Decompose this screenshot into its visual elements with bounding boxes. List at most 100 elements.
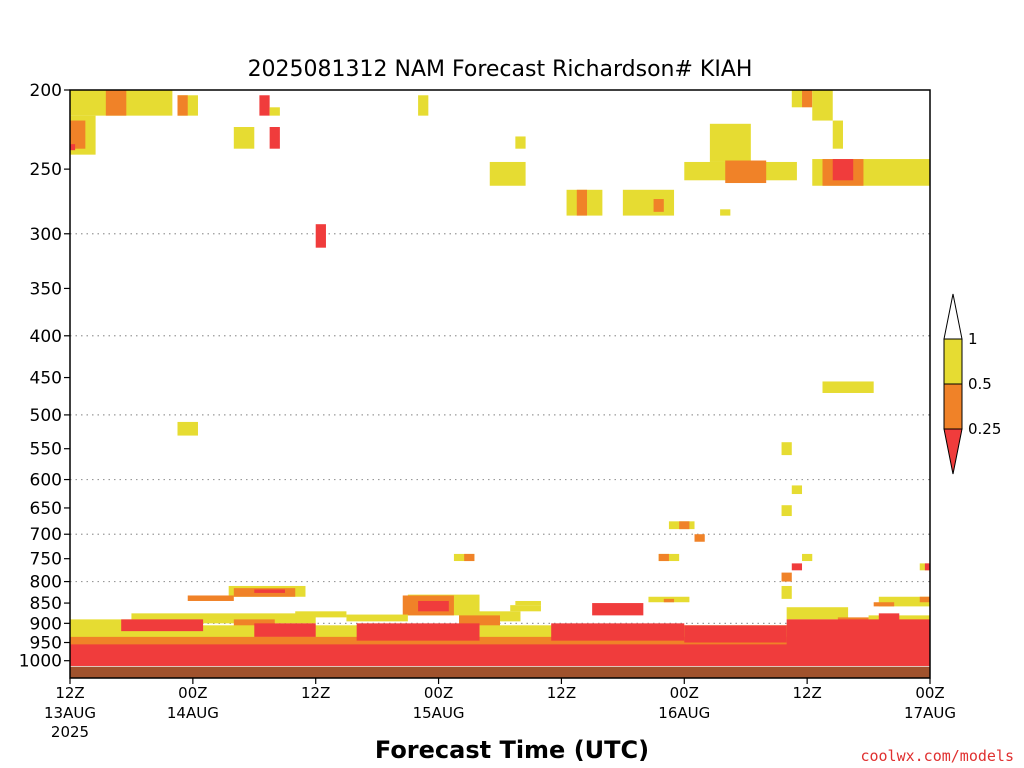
y-tick-label: 650: [30, 499, 62, 519]
y-tick-label: 950: [30, 634, 62, 654]
y-tick-label: 350: [30, 279, 62, 299]
legend-label: 1: [968, 330, 978, 348]
data-cell: [720, 209, 731, 216]
data-cell: [658, 553, 669, 562]
x-tick-label: 12Z: [547, 684, 576, 702]
data-cell: [802, 553, 813, 562]
y-tick-label: 450: [30, 369, 62, 389]
x-tick-date: 16AUG: [658, 704, 710, 722]
y-tick-label: 850: [30, 594, 62, 614]
data-cell: [70, 120, 86, 149]
data-cell: [679, 521, 690, 530]
data-cells: [70, 90, 930, 666]
data-cell: [725, 160, 767, 184]
data-cell: [105, 90, 127, 116]
data-cell: [269, 107, 280, 116]
data-cell: [418, 95, 429, 116]
x-tick-label: 00Z: [670, 684, 699, 702]
data-cell: [622, 189, 675, 216]
data-cell: [694, 534, 705, 542]
x-tick-label: 12Z: [55, 684, 84, 702]
data-cell: [791, 485, 803, 495]
legend-bin-orange: [943, 383, 963, 430]
data-cell: [464, 553, 475, 562]
color-legend: 1 0.5 0.25: [943, 293, 1001, 475]
data-cell: [653, 199, 664, 212]
data-cell: [356, 623, 480, 641]
data-cell: [70, 144, 76, 151]
y-tick-label: 900: [30, 614, 62, 634]
x-tick-label: 00Z: [178, 684, 207, 702]
data-cell: [269, 127, 280, 149]
legend-bin-yellow: [943, 338, 963, 385]
data-cell: [121, 619, 204, 632]
x-tick-label: 12Z: [301, 684, 330, 702]
x-tick-label: 00Z: [915, 684, 944, 702]
y-tick-label: 500: [30, 406, 62, 426]
x-tick-year: 2025: [51, 723, 89, 741]
data-cell: [576, 189, 588, 216]
data-cell: [254, 589, 285, 593]
data-cell: [70, 644, 930, 666]
legend-label: 0.5: [968, 375, 992, 393]
data-cell: [131, 613, 316, 624]
data-cell: [791, 90, 803, 108]
data-cell: [786, 619, 930, 647]
data-cell: [187, 595, 234, 601]
data-cell: [873, 602, 895, 607]
data-cell: [781, 572, 792, 582]
data-cell: [663, 598, 675, 603]
data-cell: [791, 563, 803, 571]
x-tick-date: 17AUG: [904, 704, 956, 722]
data-cell: [346, 614, 408, 622]
y-tick-label: 200: [30, 81, 62, 101]
y-tick-label: 700: [30, 525, 62, 545]
legend-label: 0.25: [968, 420, 1001, 438]
data-cell: [177, 421, 198, 436]
data-cell: [233, 127, 255, 149]
data-cell: [924, 563, 930, 571]
data-cell: [259, 95, 270, 116]
data-cell: [418, 600, 449, 612]
data-cell: [295, 611, 347, 618]
data-cell: [709, 123, 751, 162]
y-tick-label: 550: [30, 440, 62, 460]
ground-layer: [70, 666, 930, 678]
x-tick-label: 12Z: [792, 684, 821, 702]
y-tick-label: 750: [30, 550, 62, 570]
legend-over-triangle: [943, 293, 963, 340]
data-cell: [822, 381, 874, 393]
x-axis-label: Forecast Time (UTC): [375, 736, 649, 764]
y-axis-ticks: 200 250 300 350 400 450 500 550 600 650 700 750 8008…: [19, 81, 70, 672]
data-cell: [551, 623, 685, 641]
data-cell: [254, 623, 316, 637]
data-cell: [510, 605, 541, 612]
data-cell: [177, 95, 188, 116]
y-tick-label: 300: [30, 225, 62, 245]
data-cell: [802, 90, 813, 108]
plot-frame: [69, 89, 931, 679]
data-cell: [919, 596, 930, 603]
data-cell: [612, 605, 634, 612]
legend-under-triangle: [943, 428, 963, 475]
y-tick-label: 800: [30, 573, 62, 593]
data-cell: [489, 161, 526, 186]
data-cell: [812, 90, 833, 121]
data-cell: [878, 613, 900, 622]
data-cell: [684, 625, 787, 643]
data-cell: [515, 136, 526, 149]
data-cell: [786, 607, 849, 620]
data-cell: [515, 600, 541, 606]
x-tick-label: 00Z: [424, 684, 453, 702]
credit-text: coolwx.com/models: [860, 747, 1014, 765]
data-cell: [70, 619, 132, 628]
data-cell: [781, 585, 792, 599]
data-cell: [832, 159, 854, 181]
x-tick-date: 13AUG: [44, 704, 96, 722]
data-cell: [878, 596, 930, 607]
x-tick-date: 14AUG: [167, 704, 219, 722]
data-cell: [832, 120, 843, 149]
y-tick-label: 250: [30, 160, 62, 180]
